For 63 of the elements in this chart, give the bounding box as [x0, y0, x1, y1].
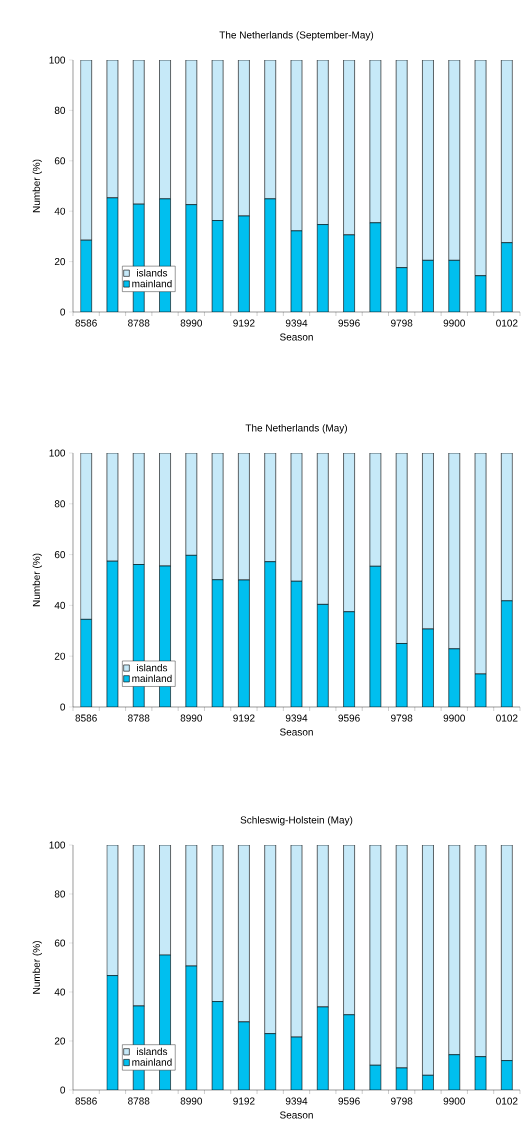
x-tick-label: 8788	[128, 319, 150, 327]
x-tick-label: 9394	[285, 319, 308, 327]
legend-label: islands	[137, 663, 168, 672]
x-tick-label: 0102	[496, 319, 518, 327]
y-tick-label: 80	[54, 890, 66, 898]
x-axis-title: Season	[279, 1111, 313, 1119]
y-axis-title: Number (%)	[32, 553, 42, 607]
y-axis-title: Number (%)	[32, 941, 42, 994]
x-tick-label: 0102	[496, 714, 518, 722]
x-tick-label: 8788	[128, 1097, 150, 1105]
y-tick-label: 40	[54, 601, 66, 609]
chart-title: The Netherlands (May)	[245, 424, 347, 434]
x-tick-label: 9596	[338, 1097, 360, 1105]
x-tick-label: 9192	[233, 714, 255, 722]
x-tick-label: 8586	[75, 714, 97, 722]
x-tick-label: 9900	[443, 714, 465, 722]
legend-label: mainland	[132, 279, 172, 288]
y-tick-label: 60	[54, 551, 66, 559]
y-tick-label: 40	[54, 207, 66, 215]
x-tick-label: 9798	[391, 714, 413, 722]
x-tick-label: 8990	[180, 714, 203, 722]
chart-title: The Netherlands (September-May)	[219, 31, 374, 41]
bar	[185, 555, 197, 707]
x-tick-label: 9394	[285, 714, 308, 722]
x-tick-label: 0102	[496, 1097, 518, 1105]
x-axis-title: Season	[279, 333, 313, 341]
y-tick-label: 40	[54, 988, 66, 996]
legend-label: mainland	[132, 1058, 172, 1066]
y-tick-label: 80	[54, 106, 66, 114]
legend-label: islands	[137, 269, 168, 277]
x-tick-label: 8586	[75, 319, 97, 327]
x-tick-label: 9900	[443, 319, 465, 327]
y-tick-label: 100	[49, 449, 66, 457]
y-tick-label: 0	[60, 703, 66, 711]
y-tick-label: 80	[54, 500, 66, 508]
y-tick-label: 60	[54, 157, 66, 165]
chart-title: Schleswig-Holstein (May)	[240, 816, 353, 826]
y-tick-label: 20	[54, 258, 66, 266]
x-tick-label: 8788	[128, 714, 150, 722]
x-tick-label: 8586	[75, 1097, 97, 1105]
x-axis-title: Season	[279, 728, 313, 736]
x-tick-label: 9596	[338, 714, 360, 722]
x-tick-label: 8990	[180, 319, 203, 327]
x-tick-label: 9192	[233, 319, 255, 327]
y-tick-label: 20	[54, 1037, 66, 1045]
bar	[264, 561, 276, 707]
y-axis-title: Number (%)	[32, 159, 42, 213]
x-tick-label: 9798	[391, 319, 413, 327]
legend-label: islands	[137, 1047, 168, 1056]
legend-label: mainland	[132, 674, 172, 683]
y-tick-label: 100	[49, 841, 66, 849]
y-tick-label: 20	[54, 652, 66, 660]
x-tick-label: 9394	[285, 1097, 308, 1105]
y-tick-label: 100	[49, 56, 66, 64]
x-tick-label: 9596	[338, 319, 360, 327]
x-tick-label: 9798	[391, 1097, 413, 1105]
x-tick-label: 9900	[443, 1097, 465, 1105]
x-tick-label: 9192	[233, 1097, 255, 1105]
y-tick-label: 60	[54, 939, 66, 947]
y-tick-label: 0	[60, 1086, 66, 1094]
y-tick-label: 0	[60, 308, 66, 316]
x-tick-label: 8990	[180, 1097, 203, 1105]
bar	[501, 600, 513, 707]
